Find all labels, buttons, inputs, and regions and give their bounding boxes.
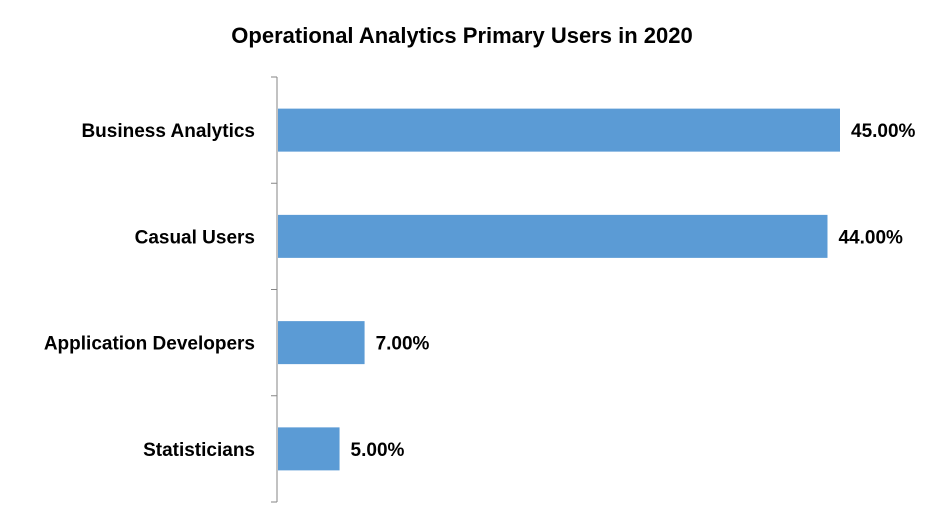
category-label: Business Analytics: [81, 121, 255, 142]
category-label: Statisticians: [143, 440, 255, 461]
bars: [278, 108, 840, 471]
bar: [278, 108, 840, 152]
bar: [278, 427, 340, 471]
bar: [278, 321, 365, 365]
data-label: 44.00%: [838, 227, 903, 248]
data-label: 7.00%: [376, 334, 430, 355]
y-axis: [271, 76, 278, 503]
category-label: Casual Users: [135, 227, 255, 248]
data-label: 45.00%: [851, 121, 916, 142]
category-label: Application Developers: [44, 334, 255, 355]
category-labels: Business Analytics Casual Users Applicatio…: [44, 121, 255, 461]
data-label: 5.00%: [351, 440, 405, 461]
chart-title: Operational Analytics Primary Users in 2…: [231, 23, 692, 48]
data-labels: 45.00% 44.00% 7.00% 5.00%: [351, 121, 916, 461]
bar: [278, 214, 828, 258]
